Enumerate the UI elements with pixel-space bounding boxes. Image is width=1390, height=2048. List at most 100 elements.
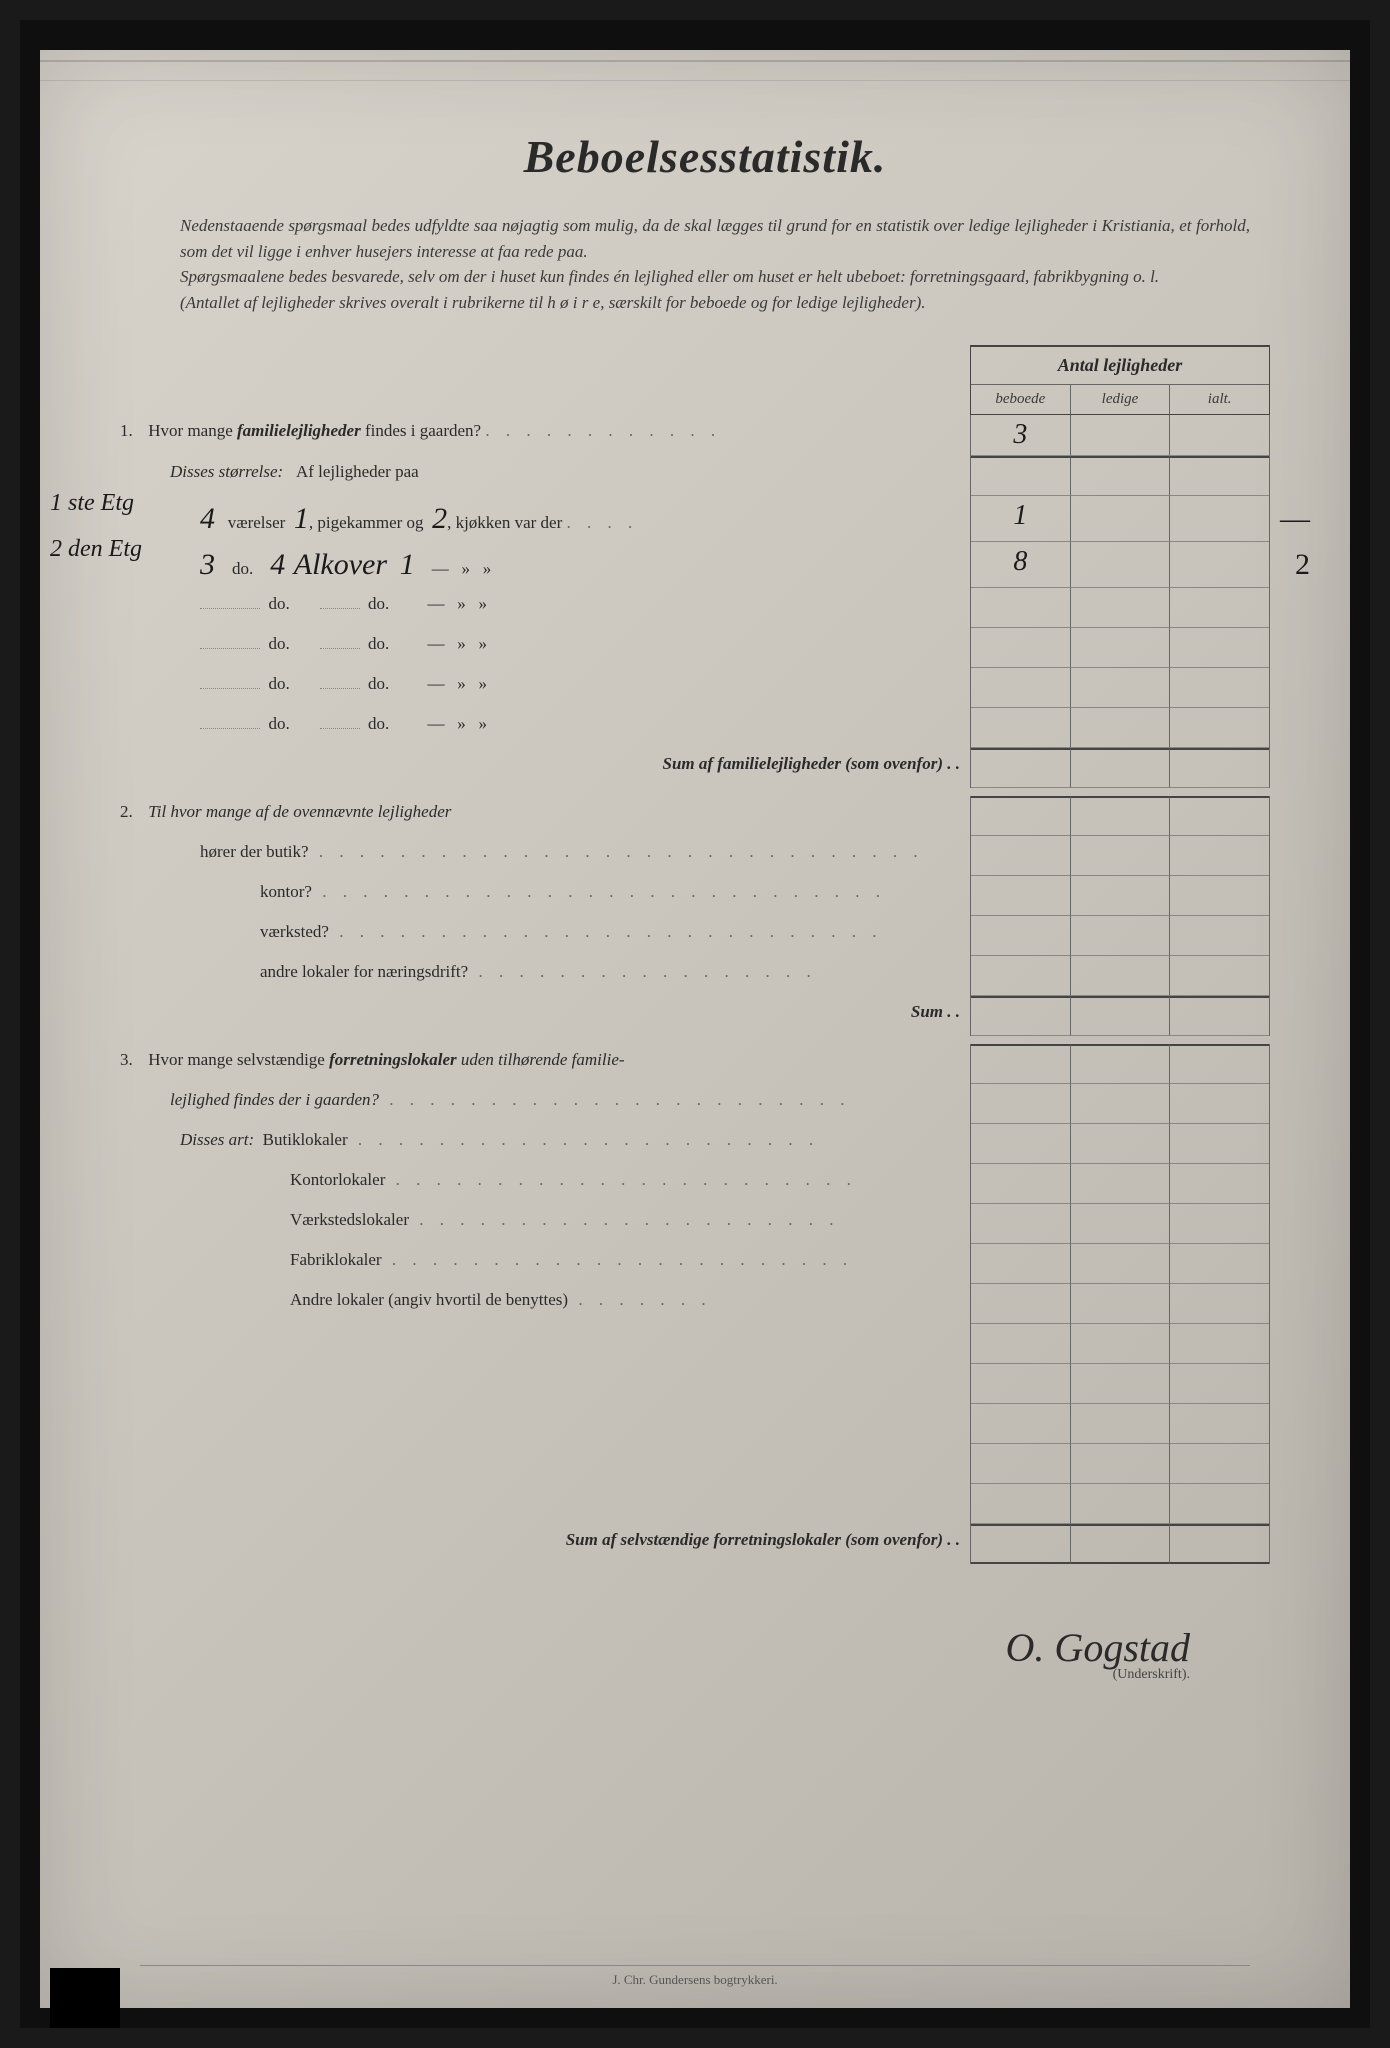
cell-ialt: [1170, 496, 1269, 542]
cell-ledige: [1071, 496, 1171, 542]
do: do.: [232, 559, 253, 578]
cell: [971, 1044, 1071, 1084]
cell: [1071, 1444, 1171, 1484]
q1-af: Af lejligheder paa: [296, 462, 419, 481]
cell: [1170, 1204, 1269, 1244]
cell: [971, 1364, 1071, 1404]
cell: [971, 668, 1071, 708]
q1-text-c: findes i gaarden?: [361, 421, 481, 440]
q1-text-b: familielejligheder: [237, 421, 361, 440]
cell: [1170, 1084, 1269, 1124]
do-row: do. do. — » »: [120, 668, 1290, 708]
cell: [1071, 1284, 1171, 1324]
blank-row: [120, 1484, 1290, 1524]
cell: [1170, 1284, 1269, 1324]
do: do.: [269, 674, 290, 693]
cell: [1170, 916, 1269, 956]
cell: [971, 1324, 1071, 1364]
col-ialt: ialt.: [1170, 385, 1269, 414]
cell: [1170, 1044, 1269, 1084]
q1-text-a: Hvor mange: [148, 421, 237, 440]
dots: . . . .: [567, 513, 639, 532]
do: do.: [368, 674, 389, 693]
q2-kontor: kontor? . . . . . . . . . . . . . . . . …: [120, 876, 1290, 916]
do-row: do. do. — » »: [120, 588, 1290, 628]
cell: [1170, 1244, 1269, 1284]
q1-disses: Disses størrelse:: [170, 462, 283, 481]
q3-num: 3.: [120, 1050, 144, 1070]
cell: [1071, 916, 1171, 956]
size-row-1: 1 ste Etg 4 værelser 1, pigekammer og 2,…: [120, 496, 1290, 542]
blank-row: [120, 1364, 1290, 1404]
q2-text: Til hvor mange af de ovennævnte lejlighe…: [148, 802, 451, 821]
cell: [971, 1524, 1071, 1564]
cell: [1170, 628, 1269, 668]
cell: [971, 1084, 1071, 1124]
cell: [1071, 1164, 1171, 1204]
cell: [971, 956, 1071, 996]
hw-2d: 1: [400, 548, 415, 582]
col-beboede: beboede: [971, 385, 1071, 414]
q2-butik-label: hører der butik?: [200, 842, 309, 861]
cell: [971, 1484, 1071, 1524]
blank-row: [120, 1404, 1290, 1444]
dots: . . . . . . . . . . . .: [485, 421, 721, 440]
cell: [971, 836, 1071, 876]
q2-sum-row: Sum . .: [120, 996, 1290, 1036]
q1-sum: Sum af familielejligheder: [663, 754, 842, 773]
do-row: do. do. — » »: [120, 708, 1290, 748]
cell: [1170, 1404, 1269, 1444]
kjokken: kjøkken var der: [456, 513, 563, 532]
q1-sum-row: Sum af familielejligheder (som ovenfor) …: [120, 748, 1290, 788]
q3-andre-label: Andre lokaler (angiv hvortil de benyttes…: [290, 1290, 568, 1309]
cell: [971, 796, 1071, 836]
q2-vaerksted: værksted? . . . . . . . . . . . . . . . …: [120, 916, 1290, 956]
cell: [971, 1284, 1071, 1324]
cell: [1071, 1524, 1171, 1564]
cell: [971, 1244, 1071, 1284]
q2-butik: hører der butik? . . . . . . . . . . . .…: [120, 836, 1290, 876]
hw-1a: 4: [200, 502, 215, 536]
q2-row: 2. Til hvor mange af de ovennævnte lejli…: [120, 796, 1290, 836]
cell: [1071, 456, 1171, 496]
cell: [1071, 1124, 1171, 1164]
q3-row2: lejlighed findes der i gaarden? . . . . …: [120, 1084, 1290, 1124]
q3-text-d: lejlighed findes der i gaarden?: [170, 1090, 379, 1109]
cell: [1170, 876, 1269, 916]
q1-cell-ialt: [1170, 415, 1269, 456]
hw-1b: 1: [294, 502, 309, 536]
cell: [1071, 796, 1171, 836]
cell: [1170, 1484, 1269, 1524]
q3-butik: Disses art: Butiklokaler . . . . . . . .…: [120, 1124, 1290, 1164]
q1-row: 1. Hvor mange familielejligheder findes …: [120, 415, 1290, 456]
cell-ialt: [1170, 542, 1269, 588]
cell: [1170, 1124, 1269, 1164]
scan-frame: Beboelsesstatistik. Nedenstaaende spørgs…: [20, 20, 1370, 2028]
cell: [971, 916, 1071, 956]
q3-text-b: forretningslokaler: [329, 1050, 457, 1069]
cell: [1071, 1244, 1171, 1284]
cell: [1071, 1364, 1171, 1404]
q1-disses-row: Disses størrelse: Af lejligheder paa: [120, 456, 1290, 496]
cell: [1071, 1324, 1171, 1364]
page-title: Beboelsesstatistik.: [120, 130, 1290, 183]
cell: [1071, 1204, 1171, 1244]
q2-sum: Sum: [911, 1002, 943, 1021]
q2-kontor-label: kontor?: [260, 882, 312, 901]
cell: [1170, 748, 1269, 788]
q3-vaerksted-label: Værkstedslokaler: [290, 1210, 409, 1229]
q3-text-c: uden tilhørende familie-: [457, 1050, 625, 1069]
cell: [1170, 796, 1269, 836]
size-row-2: 2 den Etg 3 do. 4 Alkover 1 — » » 8 2: [120, 542, 1290, 588]
cell: [1170, 1524, 1269, 1564]
cell: [971, 1444, 1071, 1484]
q3-kontor-label: Kontorlokaler: [290, 1170, 385, 1189]
q3-disses: Disses art:: [180, 1130, 254, 1149]
q3-row: 3. Hvor mange selvstændige forretningslo…: [120, 1044, 1290, 1084]
cell: [1071, 628, 1171, 668]
cell: [971, 456, 1071, 496]
cell: [1071, 1484, 1171, 1524]
cell: [1170, 956, 1269, 996]
intro-p3: (Antallet af lejligheder skrives overalt…: [180, 293, 926, 312]
q3-fabrik: Fabriklokaler . . . . . . . . . . . . . …: [120, 1244, 1290, 1284]
